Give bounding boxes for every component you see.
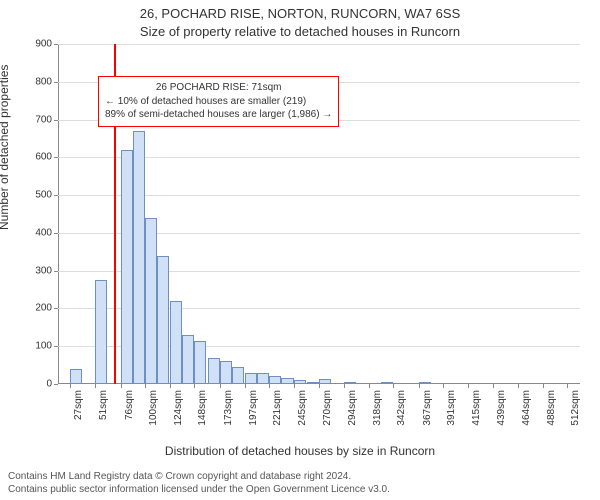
histogram-bar [344,382,356,384]
x-tick-mark [220,384,221,388]
y-tick-mark [54,82,58,83]
x-tick-mark [170,384,171,388]
plot-area: 010020030040050060070080090027sqm51sqm76… [58,44,580,384]
annotation-box: 26 POCHARD RISE: 71sqm← 10% of detached … [98,76,339,127]
y-tick-label: 400 [35,227,52,238]
histogram-bar [145,218,157,384]
x-tick-mark [294,384,295,388]
histogram-bar [294,380,306,384]
x-tick-label: 173sqm [223,390,234,426]
x-tick-label: 148sqm [197,390,208,426]
x-tick-label: 100sqm [148,390,159,426]
x-tick-mark [269,384,270,388]
y-tick-label: 700 [35,114,52,125]
y-tick-mark [54,195,58,196]
x-tick-label: 367sqm [422,390,433,426]
histogram-bar [307,382,319,384]
x-tick-label: 294sqm [347,390,358,426]
y-tick-label: 300 [35,265,52,276]
footer-line1: Contains HM Land Registry data © Crown c… [8,471,390,484]
histogram-bar [121,150,133,384]
y-tick-mark [54,271,58,272]
histogram-bar [170,301,182,384]
chart-container: 26, POCHARD RISE, NORTON, RUNCORN, WA7 6… [0,0,600,500]
annotation-line-3: 89% of semi-detached houses are larger (… [105,108,332,122]
histogram-bar [194,341,206,384]
x-tick-mark [518,384,519,388]
histogram-bar [208,358,220,384]
x-tick-mark [543,384,544,388]
annotation-line-2: ← 10% of detached houses are smaller (21… [105,95,332,109]
y-tick-mark [54,44,58,45]
x-tick-mark [493,384,494,388]
x-tick-label: 488sqm [546,390,557,426]
x-tick-label: 51sqm [98,390,109,420]
x-tick-label: 464sqm [521,390,532,426]
y-tick-label: 500 [35,190,52,201]
histogram-bar [319,379,331,384]
histogram-bar [419,382,431,384]
y-tick-label: 600 [35,152,52,163]
histogram-bar [245,373,257,384]
x-tick-label: 391sqm [446,390,457,426]
annotation-line-1: 26 POCHARD RISE: 71sqm [105,81,332,95]
y-tick-mark [54,157,58,158]
x-tick-mark [194,384,195,388]
footer-attribution: Contains HM Land Registry data © Crown c… [8,471,390,496]
histogram-bar [232,367,244,384]
histogram-bar [281,378,293,384]
y-tick-label: 200 [35,303,52,314]
y-tick-mark [54,384,58,385]
chart-title-line2: Size of property relative to detached ho… [0,24,600,39]
x-tick-mark [419,384,420,388]
x-tick-mark [95,384,96,388]
x-tick-label: 245sqm [297,390,308,426]
x-tick-mark [145,384,146,388]
x-tick-label: 415sqm [471,390,482,426]
x-tick-label: 270sqm [322,390,333,426]
x-tick-label: 124sqm [173,390,184,426]
histogram-bar [220,361,232,384]
x-tick-mark [121,384,122,388]
y-tick-label: 800 [35,76,52,87]
x-tick-mark [443,384,444,388]
footer-line2: Contains public sector information licen… [8,484,390,497]
histogram-bar [133,131,145,384]
x-tick-label: 197sqm [248,390,259,426]
x-axis-label: Distribution of detached houses by size … [0,444,600,458]
y-tick-label: 0 [46,379,52,390]
x-tick-label: 27sqm [73,390,84,420]
x-tick-label: 439sqm [496,390,507,426]
y-tick-mark [54,308,58,309]
y-tick-mark [54,233,58,234]
x-tick-mark [70,384,71,388]
y-tick-label: 100 [35,341,52,352]
x-tick-label: 76sqm [124,390,135,420]
x-tick-mark [468,384,469,388]
gridline [58,44,580,45]
x-tick-label: 221sqm [272,390,283,426]
chart-title-line1: 26, POCHARD RISE, NORTON, RUNCORN, WA7 6… [0,6,600,21]
x-tick-mark [567,384,568,388]
x-tick-mark [344,384,345,388]
histogram-bar [381,382,393,384]
y-tick-mark [54,120,58,121]
histogram-bar [269,376,281,384]
y-tick-mark [54,346,58,347]
x-tick-mark [245,384,246,388]
x-tick-mark [319,384,320,388]
histogram-bar [182,335,194,384]
x-tick-mark [393,384,394,388]
y-tick-label: 900 [35,39,52,50]
x-tick-label: 318sqm [372,390,383,426]
x-tick-mark [369,384,370,388]
x-tick-label: 342sqm [396,390,407,426]
histogram-bar [157,256,169,384]
histogram-bar [257,373,269,384]
y-axis-label: Number of detached properties [0,65,11,230]
x-tick-label: 512sqm [570,390,581,426]
y-axis-line [58,44,59,384]
histogram-bar [70,369,82,384]
histogram-bar [95,280,107,384]
